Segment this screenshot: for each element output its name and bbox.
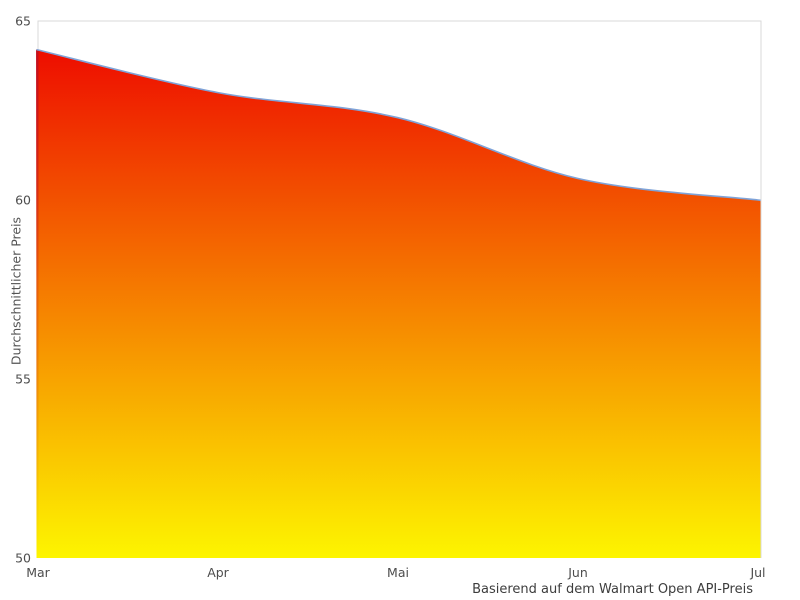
y-axis-title: Durchschnittlicher Preis [8,216,24,366]
chart-caption: Basierend auf dem Walmart Open API-Preis [472,582,753,597]
area-series [36,49,761,558]
y-tick-label: 50 [15,551,31,566]
x-tick-label: Jul [749,565,765,580]
y-tick-label: 65 [15,14,31,29]
x-tick-label: Apr [207,565,229,580]
x-tick-label: Mai [387,565,409,580]
y-tick-label: 55 [15,372,31,387]
x-tick-label: Mar [26,565,50,580]
series-line [36,48,761,202]
y-tick-label: 60 [15,193,31,208]
area-left-edge [36,49,39,558]
x-tick-label: Jun [567,565,588,580]
